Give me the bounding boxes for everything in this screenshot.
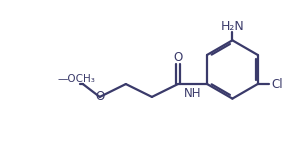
Text: NH: NH [184, 87, 201, 100]
Text: O: O [173, 51, 183, 64]
Text: —OCH₃: —OCH₃ [58, 74, 96, 83]
Text: Cl: Cl [271, 78, 283, 91]
Text: O: O [95, 90, 104, 103]
Text: H₂N: H₂N [221, 20, 244, 33]
